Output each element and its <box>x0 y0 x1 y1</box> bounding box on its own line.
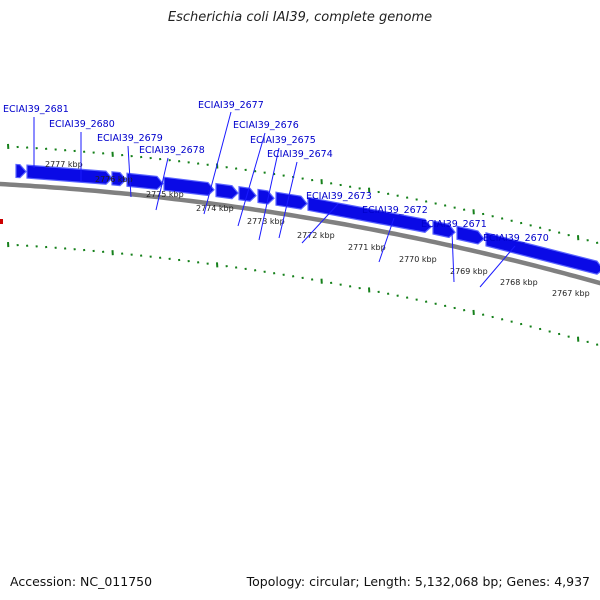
gene-label: ECIAI39_2672 <box>362 205 428 216</box>
gene-label: ECIAI39_2673 <box>306 191 372 202</box>
gene-arrow <box>275 191 308 210</box>
gene-label: ECIAI39_2681 <box>3 104 69 115</box>
tick-label: 2774 kbp <box>196 204 234 213</box>
tick-label: 2769 kbp <box>450 267 488 276</box>
gene-label: ECIAI39_2675 <box>250 135 316 146</box>
tick-label: 2772 kbp <box>297 231 335 240</box>
gene-arrow <box>15 163 27 179</box>
gene-arrow <box>307 196 432 233</box>
accession-text: Accession: NC_011750 <box>10 574 153 589</box>
gene-leader-line <box>451 231 455 283</box>
gene-leader-line <box>258 147 280 241</box>
tick-label: 2777 kbp <box>45 160 83 169</box>
gene-label: ECIAI39_2674 <box>267 149 333 160</box>
tick-label: 2768 kbp <box>500 278 538 287</box>
gene-leader-line <box>479 245 516 288</box>
gene-leader-line <box>278 161 298 239</box>
gene-arrow <box>485 232 600 275</box>
tick-label: 2767 kbp <box>552 289 590 298</box>
genome-summary-text: Topology: circular; Length: 5,132,068 bp… <box>246 574 590 589</box>
gene-leader-line <box>127 145 132 198</box>
backbone <box>0 181 600 286</box>
gene-label: ECIAI39_2671 <box>421 219 487 230</box>
tick-label: 2771 kbp <box>348 243 386 252</box>
tick-label: 2776 kbp <box>95 175 133 184</box>
gene-arrow <box>126 172 164 191</box>
gene-track <box>0 163 600 275</box>
tick-label: 2775 kbp <box>146 190 184 199</box>
gene-arrow <box>26 164 113 185</box>
gene-arrow <box>111 171 127 187</box>
gene-label: ECIAI39_2676 <box>233 120 299 131</box>
map-title: Escherichia coli IAI39, complete genome <box>167 10 433 25</box>
gene-leader-line <box>237 132 266 227</box>
gene-arrow <box>163 176 215 197</box>
gene-label: ECIAI39_2678 <box>139 145 205 156</box>
gene-leader-line <box>155 157 169 211</box>
ruler-ticks <box>7 143 599 346</box>
gene-arrow <box>215 182 239 200</box>
gene-label: ECIAI39_2680 <box>49 119 115 130</box>
backbone-line <box>0 181 600 286</box>
gene-label: ECIAI39_2679 <box>97 133 163 144</box>
gene-label: ECIAI39_2670 <box>483 233 549 244</box>
gene-leader-line <box>378 217 395 263</box>
tick-labels: 2777 kbp 2776 kbp 2775 kbp 2774 kbp 2773 kbp… <box>45 160 590 298</box>
origin-marker <box>0 219 3 224</box>
tick-label: 2770 kbp <box>399 255 437 264</box>
gene-arrow <box>257 188 275 205</box>
tick-label: 2773 kbp <box>247 217 285 226</box>
gene-leader-line <box>203 111 232 215</box>
gene-leader-line <box>301 203 339 244</box>
gene-arrow <box>456 225 485 245</box>
gene-labels: ECIAI39_2681ECIAI39_2680ECIAI39_2679ECIA… <box>3 100 549 288</box>
gene-label: ECIAI39_2677 <box>198 100 264 111</box>
